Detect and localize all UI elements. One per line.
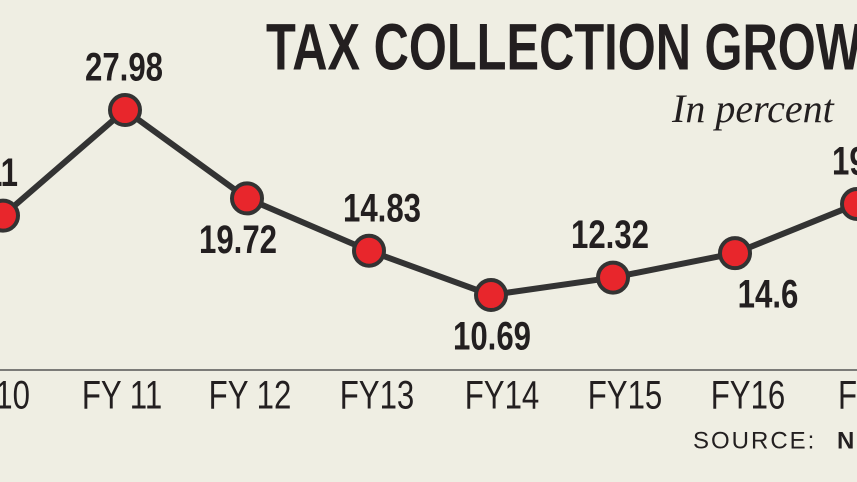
value-label: 19.72 <box>199 217 277 262</box>
point <box>718 236 752 271</box>
value-label: 14.6 <box>738 272 799 317</box>
x-tick-group: FY 12 <box>209 373 292 418</box>
x-tick-label: FY 11 <box>82 373 162 418</box>
value-label-group: 14.6 <box>738 272 799 317</box>
x-tick-group: FY16 <box>711 373 786 418</box>
point <box>840 186 857 221</box>
source-name: N <box>837 427 854 454</box>
value-label: 10.69 <box>453 314 531 359</box>
point <box>0 198 20 233</box>
value-label: 11 <box>0 150 18 195</box>
value-label-group: 27.98 <box>85 45 163 90</box>
point <box>352 233 386 268</box>
point <box>596 260 630 295</box>
x-tick-group: FY 11 <box>82 373 162 418</box>
line <box>1 107 857 299</box>
point <box>474 278 508 313</box>
chart-title: TAX COLLECTION GROW <box>266 10 857 84</box>
value-label-group: 12.32 <box>571 212 649 257</box>
value-label: 19. <box>832 139 857 184</box>
x-tick-label: FY15 <box>588 373 663 418</box>
value-label-group: 14.83 <box>343 186 421 231</box>
value-label: 14.83 <box>343 186 421 231</box>
value-label: 12.32 <box>571 212 649 257</box>
x-tick-group: FY13 <box>340 373 415 418</box>
point <box>108 93 142 128</box>
chart-subtitle: In percent <box>671 86 835 131</box>
source-label: SOURCE: <box>693 427 816 454</box>
value-label: 27.98 <box>85 45 163 90</box>
x-tick-group: F <box>838 373 857 418</box>
x-tick-label: FY 12 <box>209 373 292 418</box>
x-tick-group: FY14 <box>465 373 540 418</box>
value-label-group: 19.72 <box>199 217 277 262</box>
x-tick-group: FY15 <box>588 373 663 418</box>
x-tick-label: FY14 <box>465 373 540 418</box>
x-tick-group: 10 <box>0 373 30 418</box>
value-label-group: 10.69 <box>453 314 531 359</box>
value-label-group: 11 <box>0 150 18 195</box>
x-tick-label: FY16 <box>711 373 786 418</box>
x-tick-label: F <box>838 373 857 418</box>
x-tick-label: 10 <box>0 373 30 418</box>
value-label-group: 19. <box>832 139 857 184</box>
x-tick-label: FY13 <box>340 373 415 418</box>
point <box>230 181 264 216</box>
